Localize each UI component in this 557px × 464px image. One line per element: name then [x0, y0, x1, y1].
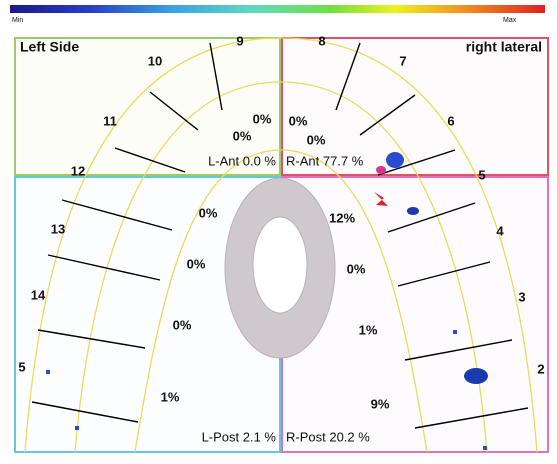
tooth-number: 10 — [148, 53, 162, 68]
tooth-number: 14 — [31, 287, 46, 302]
percentage: 1% — [161, 389, 180, 404]
percentage: 1% — [359, 322, 378, 337]
quadrant-total: R-Post 20.2 % — [286, 429, 370, 444]
tooth-number: 5 — [478, 167, 485, 182]
scale-max: Max — [503, 17, 517, 24]
percentage: 12% — [329, 210, 355, 225]
box-right-anterior — [281, 37, 549, 176]
tooth-number: 2 — [537, 361, 544, 376]
tooth-number: 6 — [447, 113, 454, 128]
quadrant-total: R-Ant 77.7 % — [286, 153, 364, 168]
tooth-number: 11 — [103, 113, 117, 128]
percentage: 0% — [233, 128, 252, 143]
percentage: 0% — [173, 317, 192, 332]
tooth-number: 13 — [51, 221, 65, 236]
percentage: 0% — [347, 261, 366, 276]
percentage: 9% — [371, 396, 390, 411]
tongue-ring — [224, 177, 336, 359]
percentage: 0% — [199, 205, 218, 220]
dental-arch — [24, 37, 538, 453]
tooth-number: 8 — [318, 33, 325, 48]
header-right: right lateral — [466, 39, 542, 55]
quadrant-total: L-Ant 0.0 % — [208, 153, 276, 168]
tooth-number: 9 — [236, 33, 243, 48]
box-left-anterior — [14, 37, 281, 176]
scale-min: Min — [12, 17, 23, 24]
quadrant-total: L-Post 2.1 % — [202, 429, 277, 444]
tooth-number: 3 — [518, 289, 525, 304]
percentage: 0% — [187, 256, 206, 271]
contact-marks — [46, 152, 488, 450]
tooth-number: 12 — [71, 163, 85, 178]
percentage: 0% — [289, 113, 308, 128]
tooth-number: 4 — [496, 223, 504, 238]
color-scale — [10, 5, 545, 13]
tooth-number: 7 — [399, 53, 406, 68]
tooth-number: 5 — [18, 359, 25, 374]
header-left: Left Side — [20, 39, 79, 55]
percentage: 0% — [253, 111, 272, 126]
percentage: 0% — [307, 132, 326, 147]
